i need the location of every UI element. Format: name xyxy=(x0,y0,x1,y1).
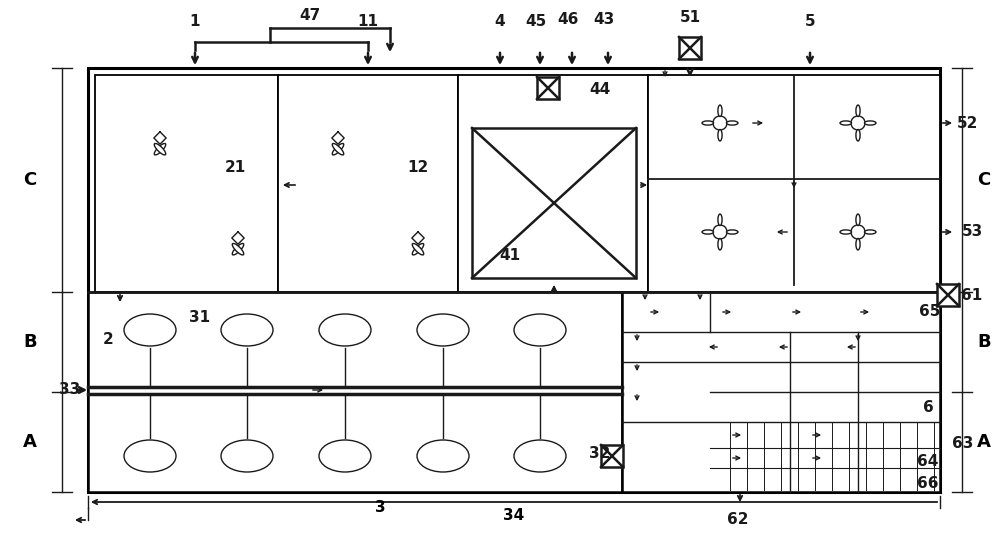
Text: 32: 32 xyxy=(589,446,611,461)
Circle shape xyxy=(851,116,865,130)
Ellipse shape xyxy=(319,314,371,346)
Ellipse shape xyxy=(718,214,722,226)
Ellipse shape xyxy=(726,121,738,125)
Text: 45: 45 xyxy=(525,15,547,30)
Ellipse shape xyxy=(840,230,852,234)
Text: 51: 51 xyxy=(679,10,701,25)
Text: 65: 65 xyxy=(919,305,941,320)
Ellipse shape xyxy=(417,440,469,472)
Text: A: A xyxy=(23,433,37,451)
Ellipse shape xyxy=(856,214,860,226)
Ellipse shape xyxy=(332,143,344,155)
Bar xyxy=(679,37,701,59)
Text: 31: 31 xyxy=(189,311,211,326)
Text: B: B xyxy=(977,333,991,351)
Bar xyxy=(458,75,648,292)
Bar xyxy=(278,75,458,292)
Ellipse shape xyxy=(221,440,273,472)
Ellipse shape xyxy=(417,314,469,346)
Text: 6: 6 xyxy=(923,400,933,415)
Bar xyxy=(472,128,636,278)
Ellipse shape xyxy=(124,314,176,346)
Text: 66: 66 xyxy=(917,476,939,491)
Ellipse shape xyxy=(726,230,738,234)
Text: 47: 47 xyxy=(299,8,321,23)
Ellipse shape xyxy=(412,243,424,255)
Text: 21: 21 xyxy=(224,161,246,175)
Text: 11: 11 xyxy=(358,15,378,30)
Text: C: C xyxy=(977,171,991,189)
Text: 41: 41 xyxy=(499,247,521,262)
Text: 63: 63 xyxy=(952,436,974,451)
Ellipse shape xyxy=(864,121,876,125)
Ellipse shape xyxy=(514,314,566,346)
Ellipse shape xyxy=(154,143,166,155)
Bar xyxy=(648,75,940,292)
Text: 64: 64 xyxy=(917,454,939,470)
Bar xyxy=(601,445,623,467)
Text: 43: 43 xyxy=(593,12,615,28)
Ellipse shape xyxy=(718,239,722,250)
Ellipse shape xyxy=(124,440,176,472)
Ellipse shape xyxy=(864,230,876,234)
Bar xyxy=(95,75,278,292)
Text: 5: 5 xyxy=(805,15,815,30)
Ellipse shape xyxy=(412,243,424,255)
Bar xyxy=(622,292,940,492)
Text: C: C xyxy=(23,171,37,189)
Ellipse shape xyxy=(840,121,852,125)
Ellipse shape xyxy=(702,121,714,125)
Ellipse shape xyxy=(718,129,722,141)
Ellipse shape xyxy=(232,243,244,255)
Text: 4: 4 xyxy=(495,15,505,30)
Text: A: A xyxy=(977,433,991,451)
Text: 52: 52 xyxy=(957,115,979,130)
Bar xyxy=(937,284,959,306)
Text: 44: 44 xyxy=(589,82,611,97)
Ellipse shape xyxy=(856,105,860,116)
Text: 12: 12 xyxy=(407,161,429,175)
Ellipse shape xyxy=(514,440,566,472)
Ellipse shape xyxy=(221,314,273,346)
Ellipse shape xyxy=(332,143,344,155)
Circle shape xyxy=(713,225,727,239)
Ellipse shape xyxy=(702,230,714,234)
Text: 33: 33 xyxy=(59,382,81,398)
Text: 46: 46 xyxy=(557,12,579,28)
Bar xyxy=(537,77,559,99)
Ellipse shape xyxy=(232,243,244,255)
Bar xyxy=(88,292,622,492)
Text: 61: 61 xyxy=(961,287,983,302)
Text: 53: 53 xyxy=(961,225,983,240)
Text: B: B xyxy=(23,333,37,351)
Ellipse shape xyxy=(154,143,166,155)
Ellipse shape xyxy=(856,239,860,250)
Circle shape xyxy=(851,225,865,239)
Ellipse shape xyxy=(856,129,860,141)
Ellipse shape xyxy=(718,105,722,116)
Text: 2: 2 xyxy=(103,333,113,347)
Ellipse shape xyxy=(319,440,371,472)
Text: 62: 62 xyxy=(727,512,749,527)
Bar xyxy=(88,68,940,492)
Circle shape xyxy=(713,116,727,130)
Text: 1: 1 xyxy=(190,15,200,30)
Text: 34: 34 xyxy=(503,509,525,524)
Text: 3: 3 xyxy=(375,500,385,516)
